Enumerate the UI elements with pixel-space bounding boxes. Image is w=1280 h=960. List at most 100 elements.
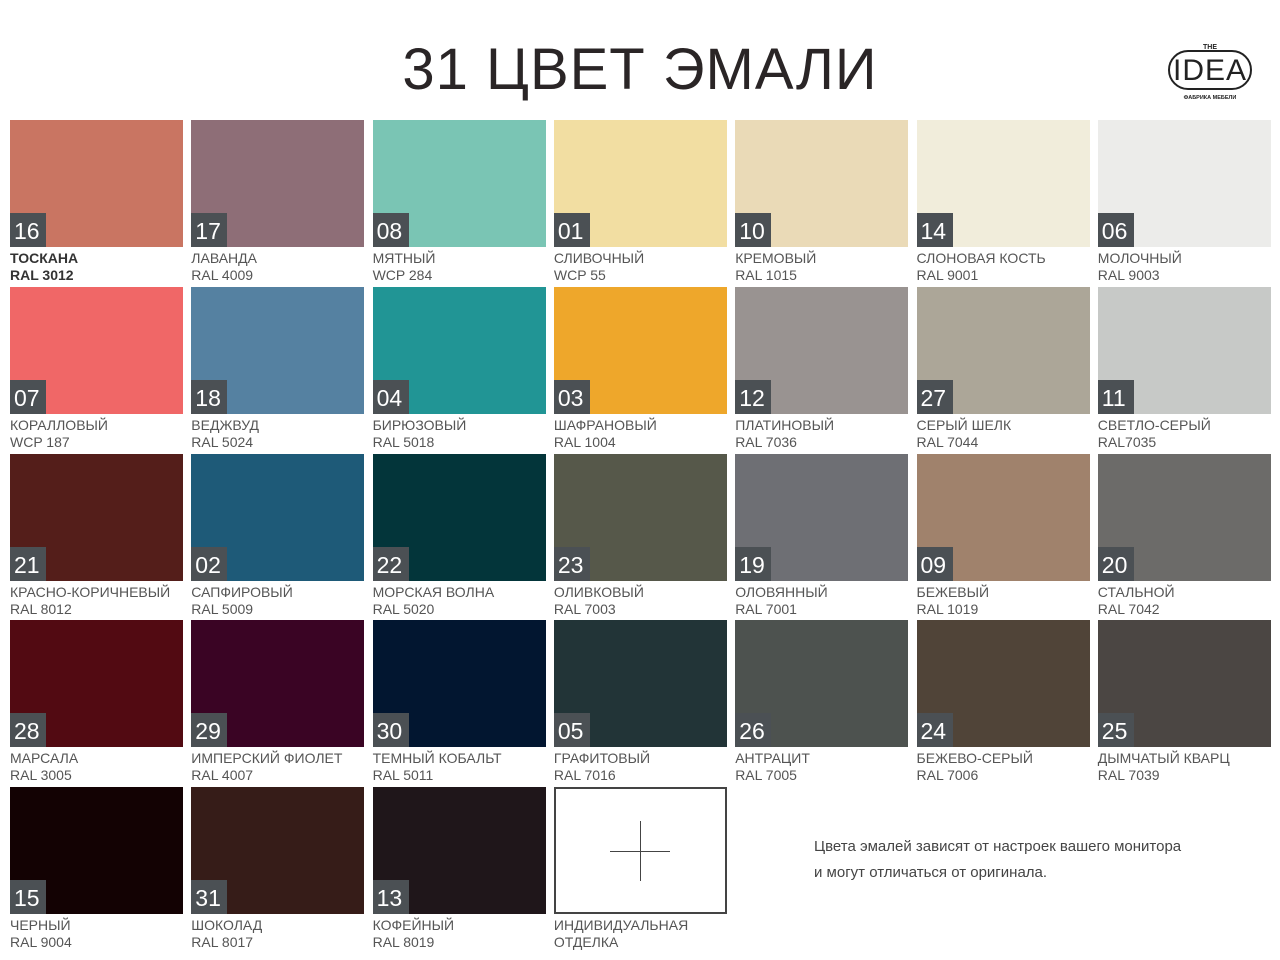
swatch-number: 28: [10, 713, 46, 748]
swatch-name: МЯТНЫЙ: [372, 250, 436, 266]
swatch-number: 09: [916, 546, 953, 581]
swatch-number: 15: [10, 880, 46, 915]
color-swatch: 11 СВЕТЛО-СЕРЫЙ RAL7035: [1097, 286, 1271, 451]
swatch-code: RAL 7036: [735, 433, 797, 450]
swatch-color: 18: [191, 286, 365, 414]
swatch-number: 13: [372, 880, 409, 915]
swatch-name: КРАСНО-КОРИЧНЕВЫЙ: [10, 583, 171, 600]
swatch-name: МОЛОЧНЫЙ: [1097, 250, 1182, 266]
color-swatch: 15 ЧЕРНЫЙ RAL 9004: [10, 787, 183, 951]
swatch-name: ЛАВАНДА: [191, 250, 257, 266]
swatch-name: ПЛАТИНОВЫЙ: [735, 416, 835, 433]
swatch-name: СЕРЫЙ ШЕЛК: [916, 416, 1012, 433]
color-swatch: 27 СЕРЫЙ ШЕЛК RAL 7044: [916, 286, 1090, 451]
swatch-number: 03: [553, 379, 590, 414]
swatch-code: RAL7035: [1097, 433, 1157, 450]
swatch-name: БИРЮЗОВЫЙ: [372, 416, 467, 433]
disclaimer-line-1: Цвета эмалей зависят от настроек вашего …: [814, 838, 1182, 855]
swatch-number: 10: [735, 213, 772, 247]
color-swatch: 18 ВЕДЖВУД RAL 5024: [191, 286, 365, 451]
swatch-code: RAL 8017: [191, 934, 254, 951]
color-swatch: 31 ШОКОЛАД RAL 8017: [191, 787, 365, 951]
swatch-code: RAL 1015: [735, 267, 797, 283]
color-swatch: 16 ТОСКАНА RAL 3012: [10, 120, 183, 284]
color-swatch: 28 МАРСАЛА RAL 3005: [10, 620, 183, 784]
swatch-name: КОРАЛЛОВЫЙ: [10, 416, 108, 433]
swatch-number: 01: [553, 213, 590, 247]
swatch-code: RAL 8019: [372, 934, 435, 951]
swatch-color: 08: [372, 120, 546, 247]
color-swatch: 04 БИРЮЗОВЫЙ RAL 5018: [372, 286, 546, 451]
swatch-code: RAL 7016: [553, 767, 616, 784]
swatch-color: 31: [191, 787, 365, 915]
swatch-name: ГРАФИТОВЫЙ: [553, 750, 651, 767]
color-swatch: 17 ЛАВАНДА RAL 4009: [191, 120, 365, 284]
swatch-number: 20: [1097, 546, 1134, 581]
swatch-color: 24: [916, 620, 1090, 748]
swatch-name: СЛОНОВАЯ КОСТЬ: [916, 250, 1046, 266]
swatch-number: 24: [916, 713, 953, 748]
swatch-color: 01: [553, 120, 727, 247]
color-swatch: 25 ДЫМЧАТЫЙ КВАРЦ RAL 7039: [1097, 620, 1271, 784]
swatch-name: ОЛОВЯННЫЙ: [735, 583, 828, 600]
swatch-name: КРЕМОВЫЙ: [735, 250, 817, 266]
swatch-name: ТОСКАНА: [10, 250, 79, 266]
swatch-color: 20: [1097, 453, 1271, 581]
swatch-code: RAL 5009: [191, 600, 254, 617]
swatch-code: RAL 5011: [372, 767, 434, 784]
color-swatch: 05 ГРАФИТОВЫЙ RAL 7016: [553, 620, 727, 784]
swatch-name: ЧЕРНЫЙ: [10, 917, 71, 934]
swatch-number: 26: [735, 713, 772, 748]
swatch-number: 22: [372, 546, 409, 581]
swatch-code: RAL 9004: [10, 934, 72, 951]
color-swatch: 03 ШАФРАНОВЫЙ RAL 1004: [553, 286, 727, 451]
swatch-code: RAL 4009: [191, 267, 254, 283]
swatch-name: БЕЖЕВЫЙ: [916, 583, 990, 600]
color-swatch: 29 ИМПЕРСКИЙ ФИОЛЕТ RAL 4007: [191, 620, 365, 784]
swatch-name: ШОКОЛАД: [191, 917, 263, 934]
swatch-name: СЛИВОЧНЫЙ: [553, 250, 645, 266]
swatch-code: RAL 9003: [1097, 267, 1160, 283]
swatch-code: RAL 7003: [553, 600, 616, 617]
color-swatch: 01 СЛИВОЧНЫЙ WCP 55: [553, 120, 727, 284]
logo-top-text: THE: [1203, 44, 1217, 51]
swatch-color: 29: [191, 620, 365, 748]
swatch-name: КОФЕЙНЫЙ: [372, 917, 455, 934]
swatch-color: 25: [1097, 620, 1271, 748]
color-swatch: 19 ОЛОВЯННЫЙ RAL 7001: [735, 453, 909, 618]
custom-finish-label: ИНДИВИДУАЛЬНАЯ: [553, 917, 689, 934]
swatch-code: RAL 7042: [1097, 600, 1160, 617]
swatch-number: 18: [191, 379, 228, 414]
swatch-color: 14: [916, 120, 1090, 247]
swatch-name: ВЕДЖВУД: [191, 416, 259, 433]
plus-icon-vertical: [639, 821, 641, 882]
swatch-color: 07: [10, 286, 183, 414]
brand-logo: THE IDEA ФАБРИКА МЕБЕЛИ: [1164, 44, 1256, 104]
swatch-code: RAL 1019: [916, 600, 979, 617]
swatch-code: RAL 7001: [735, 600, 797, 617]
swatch-color: 28: [10, 620, 183, 748]
swatch-color: 16: [10, 120, 183, 247]
swatch-color: 03: [553, 286, 727, 414]
swatch-color: 26: [735, 620, 909, 748]
swatch-color: 27: [916, 286, 1090, 414]
swatch-name: МОРСКАЯ ВОЛНА: [372, 583, 495, 600]
swatch-color: 17: [191, 120, 365, 247]
swatch-name: ШАФРАНОВЫЙ: [553, 416, 657, 433]
custom-finish-label-2: ОТДЕЛКА: [553, 934, 619, 951]
swatch-number: 25: [1097, 713, 1134, 748]
swatch-name: ОЛИВКОВЫЙ: [553, 583, 644, 600]
swatch-code: RAL 7006: [916, 767, 979, 784]
swatch-name: ДЫМЧАТЫЙ КВАРЦ: [1097, 750, 1230, 767]
color-swatch: 02 САПФИРОВЫЙ RAL 5009: [191, 453, 365, 618]
color-swatch: 14 СЛОНОВАЯ КОСТЬ RAL 9001: [916, 120, 1090, 284]
custom-finish-swatch: ИНДИВИДУАЛЬНАЯ ОТДЕЛКА: [553, 787, 727, 951]
logo-main-text: IDEA: [1168, 50, 1252, 90]
color-swatch: 24 БЕЖЕВО-СЕРЫЙ RAL 7006: [916, 620, 1090, 784]
swatch-code: RAL 1004: [553, 433, 616, 450]
swatch-color: 22: [372, 453, 546, 581]
swatch-color: 23: [553, 453, 727, 581]
disclaimer-note: Цвета эмалей зависят от настроек вашего …: [814, 834, 1181, 886]
color-swatch: 21 КРАСНО-КОРИЧНЕВЫЙ RAL 8012: [10, 453, 183, 618]
swatch-color: 09: [916, 453, 1090, 581]
